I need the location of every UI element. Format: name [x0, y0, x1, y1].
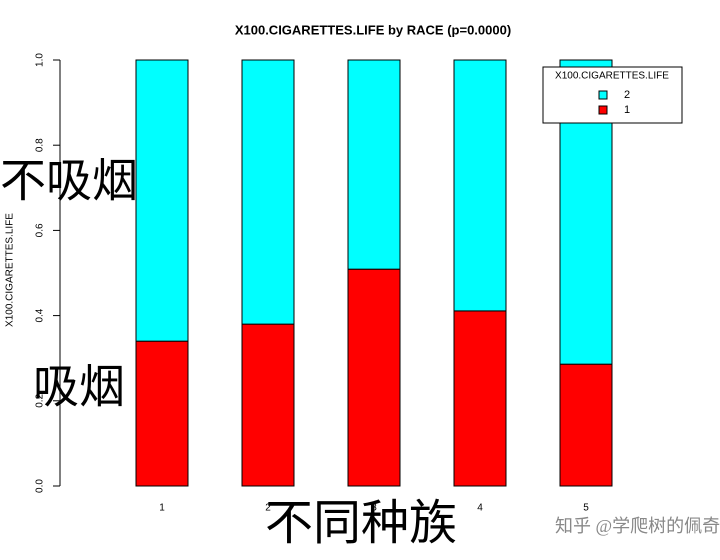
bar-segment	[347, 268, 401, 487]
y-tick-label: 0.0	[35, 479, 46, 493]
x-tick-label: 3	[371, 503, 377, 514]
bar-segment	[241, 323, 295, 487]
legend-label: 1	[624, 104, 630, 116]
legend-swatch	[598, 90, 608, 100]
annotation: 吸烟	[33, 362, 125, 413]
y-tick-label: 0.4	[35, 308, 46, 322]
bar-segment	[453, 59, 507, 312]
bar-segment	[135, 340, 189, 487]
legend-title: X100.CIGARETTES.LIFE	[555, 71, 669, 82]
bar-segment	[559, 363, 613, 487]
x-tick-label: 2	[265, 503, 271, 514]
annotation: 不同种族	[265, 497, 457, 550]
y-tick-label: 0.2	[35, 393, 46, 407]
y-tick-label: 0.8	[35, 138, 46, 152]
y-axis-label: X100.CIGARETTES.LIFE	[5, 213, 16, 327]
bar-segment	[453, 310, 507, 487]
chart-title: X100.CIGARETTES.LIFE by RACE (p=0.0000)	[235, 22, 511, 37]
y-tick-label: 0.6	[35, 223, 46, 237]
bar-segment	[347, 59, 401, 270]
legend-swatch	[598, 105, 608, 115]
y-tick-label: 1.0	[35, 53, 46, 67]
bar-segment	[241, 59, 295, 325]
annotation: 不吸烟	[0, 156, 138, 207]
legend-label: 2	[624, 89, 630, 101]
x-tick-label: 1	[159, 503, 165, 514]
legend-box	[542, 66, 683, 124]
bar-segment	[135, 59, 189, 342]
annotation: 知乎 @学爬树的佩奇	[555, 516, 720, 536]
x-tick-label: 5	[583, 503, 589, 514]
x-tick-label: 4	[477, 503, 483, 514]
